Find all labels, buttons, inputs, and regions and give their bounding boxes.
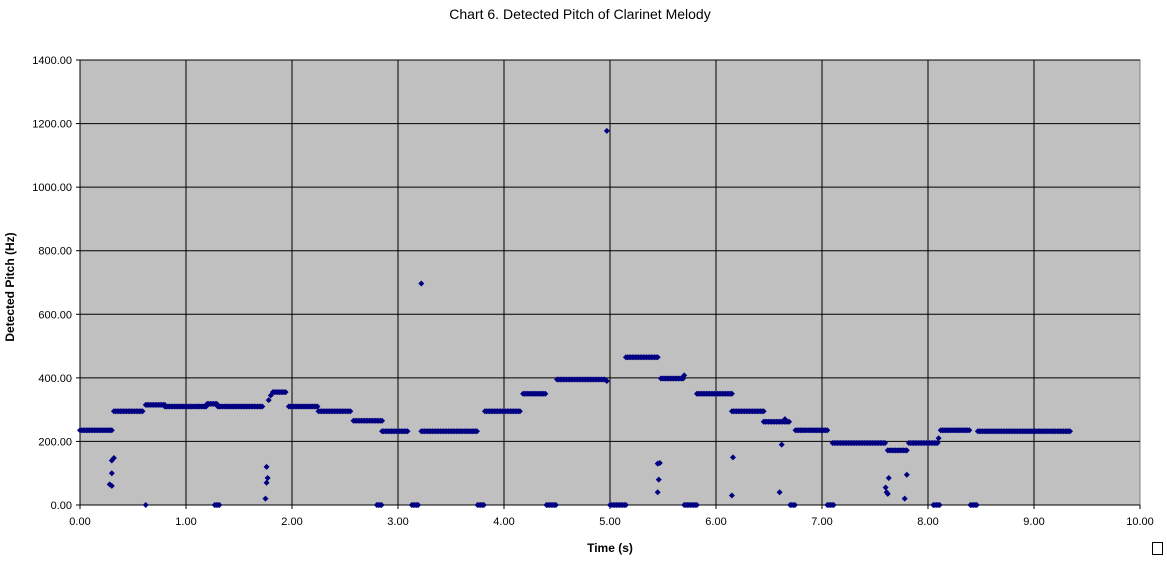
- data-point: [259, 403, 266, 410]
- data-point-zero: [415, 502, 422, 508]
- data-point: [966, 427, 973, 434]
- data-point: [264, 474, 271, 481]
- x-tick-label: 1.00: [175, 516, 196, 528]
- data-point-zero: [216, 502, 223, 508]
- data-point: [379, 417, 386, 424]
- data-point: [404, 428, 411, 435]
- x-tick-label: 8.00: [917, 516, 938, 528]
- y-tick-label: 0.00: [51, 500, 72, 512]
- data-point: [729, 454, 736, 461]
- data-point: [262, 495, 269, 502]
- x-tick-label: 2.00: [281, 516, 302, 528]
- data-point-zero: [552, 502, 559, 508]
- data-point: [760, 408, 767, 415]
- data-points: [77, 127, 1074, 508]
- data-point: [263, 479, 270, 486]
- data-point: [282, 389, 289, 396]
- x-tick-label: 5.00: [599, 516, 620, 528]
- data-point: [108, 482, 115, 489]
- y-axis-ticks: 0.00 200.00 400.00 600.00 800.00 1000.00 1200.…: [32, 55, 80, 512]
- data-point-zero: [830, 502, 837, 508]
- data-point: [1067, 428, 1074, 435]
- y-tick-label: 600.00: [38, 309, 72, 321]
- data-point: [903, 447, 910, 454]
- y-tick-label: 400.00: [38, 373, 72, 385]
- data-point: [265, 397, 272, 404]
- data-point: [934, 440, 941, 447]
- data-point: [681, 372, 688, 379]
- data-point: [781, 416, 788, 423]
- data-point: [901, 495, 908, 502]
- data-point: [108, 470, 115, 477]
- data-point: [347, 408, 354, 415]
- data-point-zero: [693, 502, 700, 508]
- data-point: [656, 460, 663, 467]
- y-tick-label: 800.00: [38, 246, 72, 258]
- data-point: [903, 471, 910, 478]
- data-point: [108, 427, 115, 434]
- x-tick-label: 9.00: [1023, 516, 1044, 528]
- y-tick-label: 1000.00: [32, 182, 72, 194]
- x-axis-ticks: 0.00 1.00 2.00 3.00 4.00 5.00 6.00 7.00 8.00 9.00…: [69, 505, 1154, 528]
- data-point: [314, 403, 321, 410]
- data-point: [786, 418, 793, 425]
- corner-marker: [1152, 542, 1163, 555]
- data-point: [418, 280, 425, 287]
- data-point: [516, 408, 523, 415]
- data-point: [655, 476, 662, 483]
- data-point: [654, 354, 661, 361]
- data-point: [139, 408, 146, 415]
- data-point-zero: [378, 502, 385, 508]
- data-point: [267, 392, 274, 399]
- y-tick-label: 200.00: [38, 436, 72, 448]
- data-point: [263, 463, 270, 470]
- x-tick-label: 6.00: [705, 516, 726, 528]
- data-point-zero: [936, 502, 943, 508]
- x-tick-label: 3.00: [387, 516, 408, 528]
- data-point-zero: [973, 502, 980, 508]
- data-point: [824, 427, 831, 434]
- y-tick-label: 1400.00: [32, 55, 72, 67]
- data-point: [603, 378, 610, 385]
- data-point: [728, 492, 735, 499]
- data-point: [935, 435, 942, 442]
- data-point-zero: [622, 502, 629, 508]
- x-tick-label: 4.00: [493, 516, 514, 528]
- x-axis-label: Time (s): [587, 541, 633, 555]
- data-point: [885, 474, 892, 481]
- data-point: [882, 440, 889, 447]
- data-point: [884, 490, 891, 497]
- x-tick-label: 10.00: [1126, 516, 1154, 528]
- data-point: [473, 428, 480, 435]
- data-point-zero: [791, 502, 798, 508]
- y-tick-label: 1200.00: [32, 119, 72, 131]
- data-point: [603, 127, 610, 134]
- chart-title: Chart 6. Detected Pitch of Clarinet Melo…: [449, 6, 710, 22]
- data-point: [654, 489, 661, 496]
- y-axis-label: Detected Pitch (Hz): [3, 232, 17, 341]
- data-point: [778, 441, 785, 448]
- data-point: [776, 489, 783, 496]
- data-point: [110, 454, 117, 461]
- data-point: [728, 390, 735, 397]
- x-tick-label: 7.00: [811, 516, 832, 528]
- data-point: [542, 390, 549, 397]
- data-point-zero: [480, 502, 487, 508]
- x-tick-label: 0.00: [69, 516, 90, 528]
- data-point: [142, 502, 149, 508]
- data-point: [882, 484, 889, 491]
